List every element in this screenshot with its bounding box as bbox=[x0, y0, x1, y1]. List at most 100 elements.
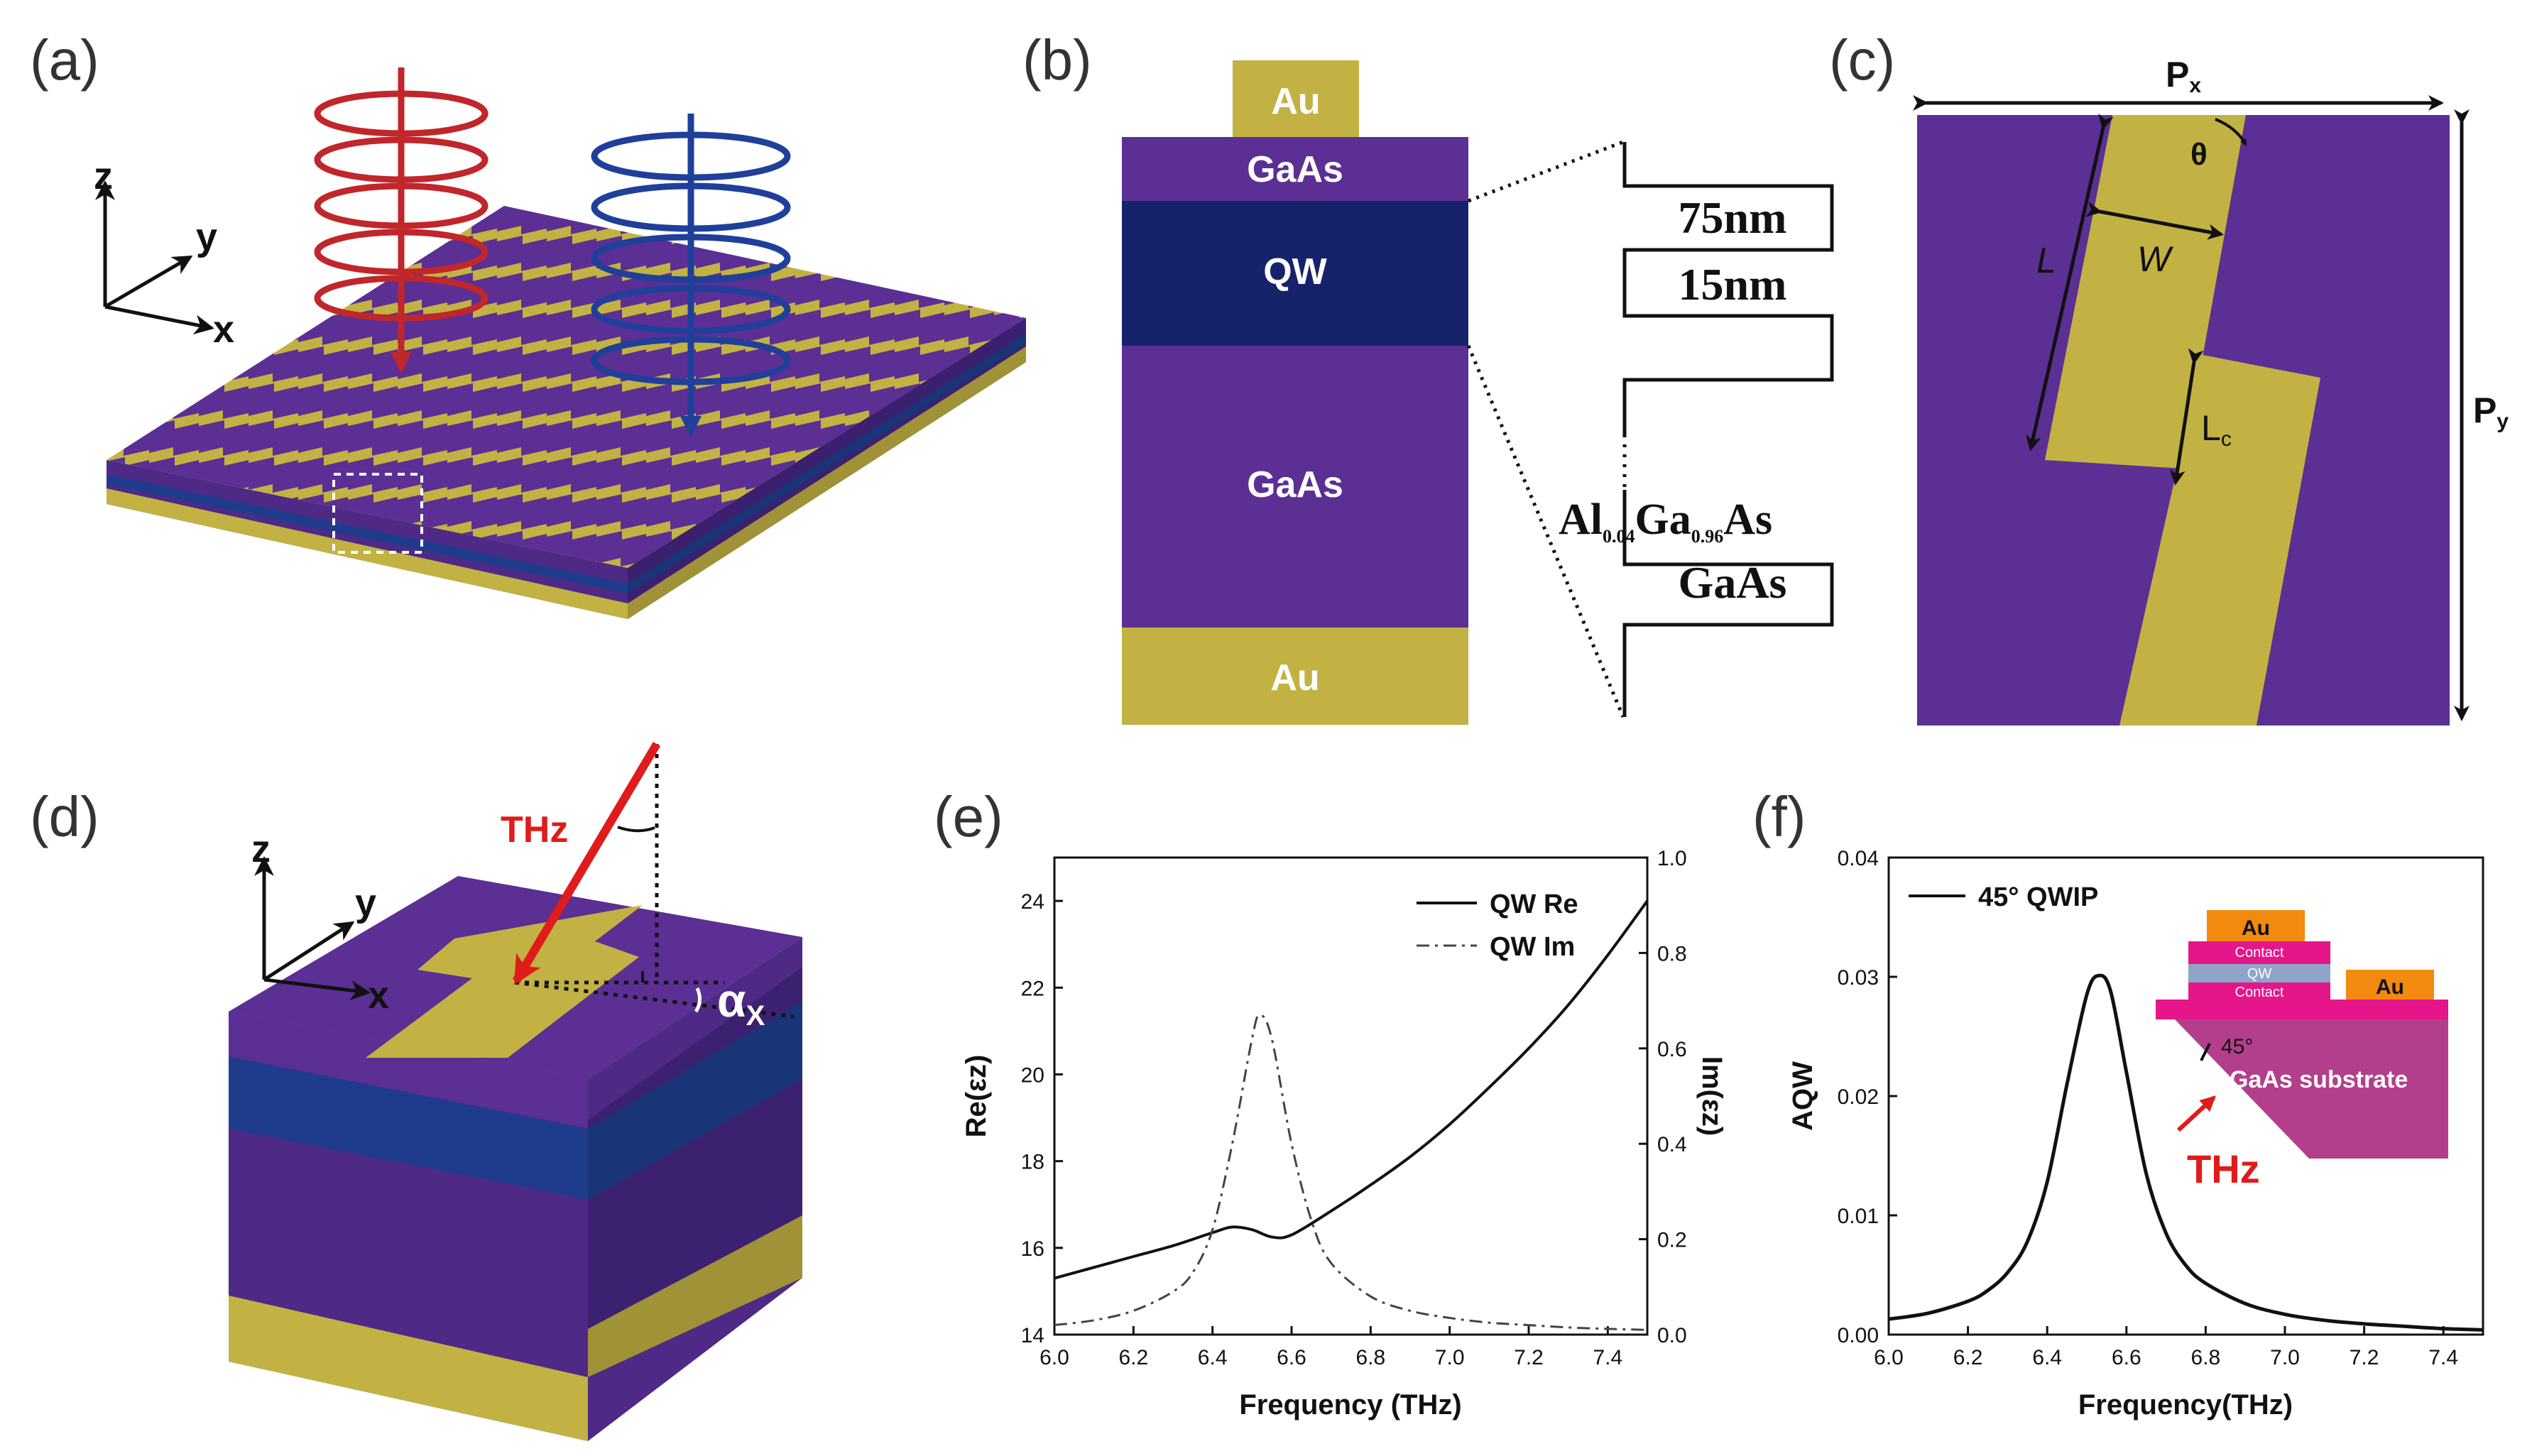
x-tick-label: 6.2 bbox=[1953, 1346, 1983, 1369]
thz-label: THz bbox=[501, 809, 568, 850]
qw-profile-lower bbox=[1622, 490, 1834, 717]
y2-tick-label: 0.2 bbox=[1657, 1229, 1687, 1252]
L-label: L bbox=[2036, 241, 2056, 280]
panel-e: (e) 6.0 6.2 6.4 6.6 6.8 7.0 7.2 7.4 14 16 18 20 22 2… bbox=[934, 785, 1728, 1421]
x-tick-label: 6.4 bbox=[2032, 1346, 2062, 1369]
legend-label-45-qwip: 45° QWIP bbox=[1978, 882, 2098, 912]
y2-tick-label: 0.8 bbox=[1657, 942, 1687, 965]
axis-x-label-d: x bbox=[368, 974, 389, 1017]
plot-frame-e bbox=[1053, 856, 1649, 1336]
thz-beam-arrow bbox=[512, 741, 661, 985]
helix-blue bbox=[591, 114, 791, 437]
y-tick-label: 16 bbox=[1021, 1237, 1044, 1261]
Lc-dimension bbox=[2169, 348, 2204, 486]
x-tick-label: 7.2 bbox=[2350, 1346, 2379, 1369]
x-tick-label: 7.4 bbox=[1593, 1346, 1622, 1369]
axis-y-label-a: y bbox=[196, 216, 217, 258]
qwip-inset: Au Contact QW Contact Au 45° GaAs substr… bbox=[2156, 910, 2448, 1191]
panel-c: (c) Px Py L W θ Lc bbox=[1829, 28, 2509, 726]
W-label: W bbox=[2137, 239, 2174, 279]
py-label: Py bbox=[2473, 390, 2509, 433]
axis-z-label-d: z bbox=[251, 828, 271, 870]
series-qw-im bbox=[1054, 1014, 1648, 1331]
layer-label-gaas-top: GaAs bbox=[1247, 149, 1343, 190]
panel-d-label: (d) bbox=[30, 785, 99, 848]
legend-label-qw-im: QW Im bbox=[1490, 932, 1575, 962]
layer-qw bbox=[1122, 201, 1468, 346]
y2-axis-title-e: Im(εz) bbox=[1696, 1056, 1728, 1136]
layer-gaas-top bbox=[1122, 137, 1468, 201]
panel-f-label: (f) bbox=[1752, 785, 1806, 848]
x-tick-label: 6.0 bbox=[1039, 1346, 1069, 1369]
x-tick-label: 6.8 bbox=[2191, 1346, 2221, 1369]
y-tick-label: 22 bbox=[1021, 977, 1044, 1000]
barrier-width-label: 75nm bbox=[1679, 192, 1787, 243]
W-dimension bbox=[2085, 201, 2224, 240]
helix-red bbox=[314, 67, 489, 373]
axes-triad-d: z y x bbox=[251, 828, 389, 1017]
y-tick-label: 0.03 bbox=[1838, 966, 1879, 990]
cube bbox=[229, 876, 802, 1441]
x-tick-label: 6.0 bbox=[1874, 1346, 1904, 1369]
x-ticks-e: 6.0 6.2 6.4 6.6 6.8 7.0 7.2 7.4 bbox=[1039, 1326, 1622, 1369]
inset-contact-bottom bbox=[2156, 1000, 2448, 1019]
layer-au-top bbox=[1233, 60, 1359, 137]
axes-triad-a: z y x bbox=[94, 155, 234, 351]
layer-label-au-top: Au bbox=[1271, 81, 1320, 122]
y2-ticks-e: 0.0 0.2 0.4 0.6 0.8 1.0 bbox=[1639, 847, 1687, 1347]
panel-e-label: (e) bbox=[934, 785, 1003, 848]
y2-tick-label: 0.0 bbox=[1657, 1324, 1687, 1347]
zoom-line-top bbox=[1468, 140, 1624, 203]
layer-label-gaas-mid: GaAs bbox=[1247, 464, 1343, 505]
x-tick-label: 6.4 bbox=[1198, 1346, 1228, 1369]
y-ticks-e: 14 16 18 20 22 24 bbox=[1021, 890, 1063, 1347]
axis-z-label-a: z bbox=[94, 155, 113, 197]
Lc-label: Lc bbox=[2201, 408, 2232, 451]
L-dimension bbox=[2026, 114, 2114, 451]
x-tick-label: 6.6 bbox=[2112, 1346, 2141, 1369]
alpha-z-label: αZ bbox=[589, 850, 635, 908]
x-axis-title-f: Frequency(THz) bbox=[2078, 1389, 2293, 1421]
zshape-resonator bbox=[366, 905, 643, 1058]
layer-gaas-bottom bbox=[1122, 346, 1468, 628]
series-qw-re bbox=[1054, 899, 1649, 1280]
panel-f: (f) 6.0 6.2 6.4 6.6 6.8 7.0 7.2 7.4 0.000.010.0… bbox=[1752, 785, 2484, 1421]
theta-arc bbox=[2215, 118, 2247, 146]
y-tick-label: 0.04 bbox=[1838, 847, 1879, 870]
legend-label-qw-re: QW Re bbox=[1490, 890, 1578, 919]
inset-qw bbox=[2188, 964, 2330, 982]
y2-tick-label: 0.4 bbox=[1657, 1133, 1687, 1156]
inset-au-top-label: Au bbox=[2242, 916, 2270, 940]
y-tick-label: 14 bbox=[1021, 1324, 1044, 1347]
well-material-label: GaAs bbox=[1679, 557, 1787, 608]
inset-thz-label: THz bbox=[2187, 1146, 2260, 1191]
layer-label-au-bottom: Au bbox=[1270, 657, 1319, 699]
y2-tick-label: 0.6 bbox=[1657, 1038, 1687, 1061]
layer-au-bottom bbox=[1122, 628, 1468, 725]
x-axis-title-e: Frequency (THz) bbox=[1239, 1389, 1461, 1421]
inset-au-top bbox=[2207, 910, 2305, 941]
y-tick-label: 0.01 bbox=[1838, 1205, 1879, 1228]
y-axis-title-f: AQW bbox=[1787, 1061, 1818, 1131]
x-tick-label: 6.6 bbox=[1277, 1346, 1306, 1369]
bar-lower bbox=[2119, 355, 2320, 726]
inset-contact-top bbox=[2188, 941, 2330, 964]
inset-au-right bbox=[2346, 970, 2434, 1000]
panel-b-label: (b) bbox=[1022, 28, 1092, 92]
panel-c-label: (c) bbox=[1829, 28, 1895, 92]
alpha-x-label: αX bbox=[717, 974, 765, 1031]
x-tick-label: 7.4 bbox=[2428, 1346, 2458, 1369]
axis-x-label-a: x bbox=[213, 308, 234, 351]
theta-label: θ bbox=[2190, 137, 2208, 172]
y-tick-label: 20 bbox=[1021, 1063, 1044, 1087]
series-45-qwip bbox=[1888, 973, 2484, 1332]
px-label: Px bbox=[2166, 55, 2201, 97]
well-width-label: 15nm bbox=[1679, 259, 1787, 310]
unit-cell-marker bbox=[332, 473, 423, 554]
y-ticks-f: 0.00 0.01 0.02 0.03 0.04 bbox=[1838, 847, 1897, 1347]
x-tick-label: 6.2 bbox=[1118, 1346, 1148, 1369]
layer-label-qw: QW bbox=[1263, 251, 1327, 292]
x-tick-label: 6.8 bbox=[1355, 1346, 1385, 1369]
inset-substrate bbox=[2156, 1000, 2448, 1159]
x-tick-label: 7.0 bbox=[1435, 1346, 1465, 1369]
